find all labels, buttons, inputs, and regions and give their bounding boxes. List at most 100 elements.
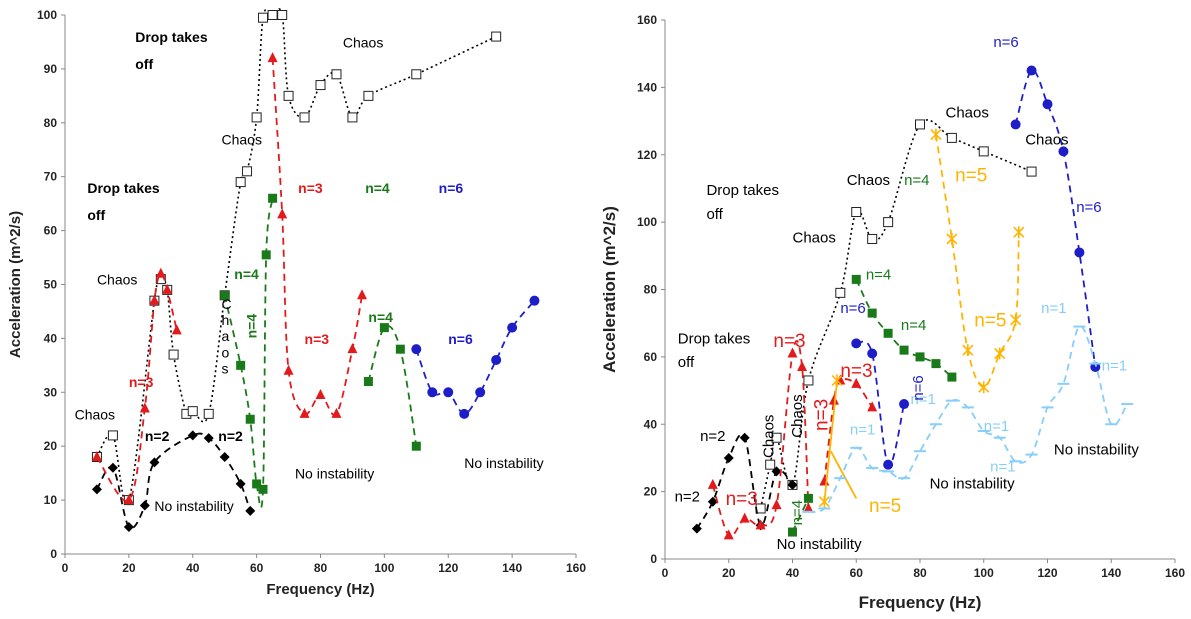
series — [755, 119, 1037, 514]
data-point — [1074, 247, 1085, 258]
data-point — [947, 372, 957, 382]
data-point — [203, 408, 214, 419]
data-point — [1026, 166, 1037, 177]
annotation-label: Chaos — [97, 272, 137, 288]
annotation-label: Chaos — [847, 172, 890, 189]
y-tick-label: 50 — [44, 278, 58, 292]
annotation-label: n=4 — [365, 180, 390, 196]
data-point — [962, 344, 974, 357]
series — [930, 128, 1025, 394]
y-tick-label: 0 — [650, 552, 657, 566]
x-axis-label: Frequency (Hz) — [266, 581, 374, 598]
x-tick-label: 40 — [786, 566, 800, 580]
data-point — [155, 267, 166, 278]
y-tick-label: 60 — [644, 350, 658, 364]
annotation-label: n=4 — [244, 314, 260, 339]
annotation-label: Drop takes — [135, 29, 208, 45]
y-tick-label: 0 — [50, 547, 57, 561]
data-point — [245, 414, 255, 424]
annotation-label: Chaos — [789, 394, 806, 437]
annotation-label: Drop takes — [706, 182, 779, 199]
series-line — [935, 134, 1020, 389]
y-tick-label: 30 — [44, 385, 58, 399]
x-tick-label: 120 — [1037, 566, 1057, 580]
series-line — [367, 325, 418, 447]
data-point — [139, 402, 150, 413]
annotation-label: s — [221, 360, 228, 376]
data-point — [739, 432, 750, 443]
data-point — [258, 12, 269, 23]
data-point — [315, 388, 326, 399]
data-point — [788, 527, 797, 537]
annotation-label: n=5 — [869, 496, 901, 517]
series-line — [415, 300, 536, 415]
data-point — [363, 90, 374, 101]
data-point — [818, 495, 830, 508]
annotation-label: o — [221, 344, 229, 360]
series — [851, 274, 957, 382]
annotation-label: n=2 — [145, 428, 170, 444]
annotation-label: n=6 — [448, 331, 473, 347]
data-point — [107, 430, 118, 441]
data-point — [787, 479, 798, 490]
data-point — [867, 348, 878, 359]
annotation-label: Drop takes — [678, 330, 751, 347]
annotation-label: n=1 — [990, 458, 1015, 475]
x-tick-label: 60 — [850, 566, 864, 580]
annotation-label: Chaos — [221, 131, 261, 147]
annotation-label: n=4 — [866, 266, 891, 283]
data-point — [459, 408, 470, 419]
data-point — [411, 441, 421, 451]
data-point — [755, 519, 766, 530]
annotation-label: n=1 — [910, 391, 935, 408]
x-tick-label: 80 — [913, 566, 927, 580]
data-point — [235, 177, 246, 188]
x-tick-label: 60 — [250, 561, 264, 575]
annotation-label: n=3 — [298, 180, 323, 196]
data-point — [867, 401, 878, 412]
series-line — [96, 432, 252, 530]
data-point — [978, 146, 989, 157]
y-tick-label: 40 — [644, 417, 658, 431]
data-point — [277, 208, 288, 219]
y-tick-label: 160 — [637, 13, 657, 27]
data-point — [267, 10, 278, 20]
x-tick-label: 160 — [1165, 566, 1185, 580]
annotation-label: n=6 — [840, 300, 865, 317]
annotation-label: n=3 — [305, 331, 330, 347]
annotation-label: n=4 — [234, 266, 259, 282]
annotation-label: Chaos — [760, 415, 777, 458]
annotation-label: n=2 — [675, 489, 700, 506]
data-point — [828, 394, 839, 405]
annotation-label: Chaos — [343, 34, 383, 50]
data-point — [491, 354, 502, 365]
series — [707, 339, 814, 540]
annotation-label: n=1 — [850, 421, 875, 438]
data-point — [331, 407, 342, 418]
y-axis-label: Acceleration (m^2/s) — [600, 206, 619, 373]
data-point — [915, 352, 925, 362]
data-point — [268, 193, 278, 203]
data-point — [1026, 65, 1037, 76]
data-point — [236, 360, 246, 370]
data-point — [395, 344, 405, 354]
annotation-label: No instability — [777, 536, 863, 553]
series-line — [823, 378, 873, 482]
x-tick-label: 140 — [1101, 566, 1121, 580]
data-point — [187, 430, 198, 441]
series-line — [823, 380, 838, 502]
data-point — [803, 375, 814, 386]
data-point — [283, 90, 294, 101]
chart-left: 0 20 40 60 80 100 120 140 160 0 10 20 30 40 50 60 70 80 90… — [7, 8, 586, 598]
annotation-label: n=5 — [955, 166, 987, 187]
data-point — [411, 344, 422, 355]
annotation-label: Chaos — [793, 229, 836, 246]
annotation-label: n=4 — [904, 172, 929, 189]
data-point — [187, 406, 198, 417]
data-point — [491, 31, 502, 42]
series — [691, 432, 798, 534]
annotation-label: No instability — [295, 466, 374, 482]
annotation-label: n=4 — [368, 309, 393, 325]
data-point — [707, 496, 718, 507]
data-point — [883, 459, 894, 470]
